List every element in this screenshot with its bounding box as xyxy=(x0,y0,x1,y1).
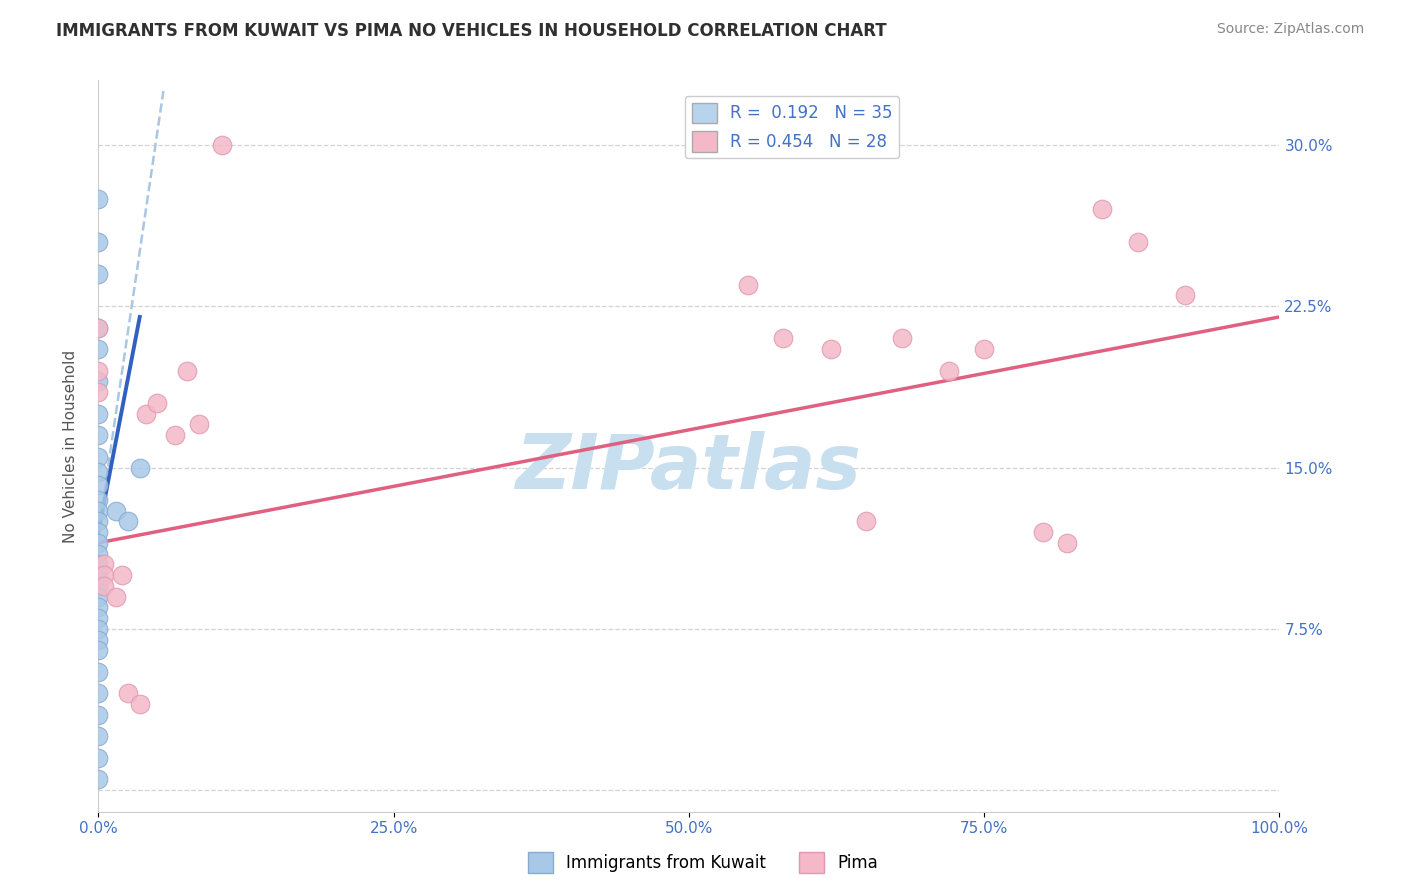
Point xyxy=(105,503,128,517)
Point xyxy=(111,568,134,582)
Point xyxy=(87,579,110,593)
Point xyxy=(855,514,877,528)
Point xyxy=(973,342,995,356)
Point xyxy=(737,277,759,292)
Point xyxy=(87,375,110,389)
Point xyxy=(87,342,110,356)
Point xyxy=(87,611,110,625)
Point xyxy=(87,492,110,507)
Point xyxy=(87,235,110,249)
Point xyxy=(93,579,115,593)
Point xyxy=(87,320,110,334)
Point xyxy=(87,524,110,539)
Point xyxy=(1056,536,1078,550)
Point xyxy=(87,665,110,679)
Point xyxy=(1091,202,1114,217)
Point xyxy=(87,622,110,636)
Point xyxy=(87,600,110,615)
Point xyxy=(87,536,110,550)
Point xyxy=(87,707,110,722)
Point xyxy=(87,730,110,744)
Text: Source: ZipAtlas.com: Source: ZipAtlas.com xyxy=(1216,22,1364,37)
Point xyxy=(128,460,150,475)
Point xyxy=(1032,524,1054,539)
Point xyxy=(117,686,139,700)
Point xyxy=(87,568,110,582)
Point xyxy=(87,364,110,378)
Point xyxy=(87,477,110,491)
Point xyxy=(87,503,110,517)
Point xyxy=(87,643,110,657)
Legend: R =  0.192   N = 35, R = 0.454   N = 28: R = 0.192 N = 35, R = 0.454 N = 28 xyxy=(685,96,898,158)
Point xyxy=(87,590,110,604)
Point xyxy=(87,192,110,206)
Point xyxy=(87,686,110,700)
Point xyxy=(87,632,110,647)
Point xyxy=(87,385,110,400)
Point xyxy=(87,751,110,765)
Point xyxy=(87,547,110,561)
Point xyxy=(890,331,912,345)
Point xyxy=(165,428,187,442)
Point xyxy=(187,417,209,432)
Point xyxy=(87,407,110,421)
Point xyxy=(105,590,128,604)
Y-axis label: No Vehicles in Household: No Vehicles in Household xyxy=(63,350,77,542)
Point xyxy=(87,514,110,528)
Point xyxy=(1174,288,1197,302)
Point xyxy=(820,342,842,356)
Point xyxy=(93,558,115,572)
Point xyxy=(176,364,198,378)
Text: ZIPatlas: ZIPatlas xyxy=(516,431,862,505)
Point xyxy=(87,428,110,442)
Point xyxy=(128,697,150,711)
Point xyxy=(146,396,169,410)
Point xyxy=(93,568,115,582)
Point xyxy=(938,364,960,378)
Point xyxy=(87,772,110,787)
Point xyxy=(87,320,110,334)
Point xyxy=(1126,235,1149,249)
Point xyxy=(87,450,110,464)
Point xyxy=(211,137,233,152)
Point xyxy=(87,465,110,479)
Point xyxy=(87,267,110,281)
Point xyxy=(772,331,794,345)
Point xyxy=(135,407,157,421)
Point xyxy=(87,558,110,572)
Legend: Immigrants from Kuwait, Pima: Immigrants from Kuwait, Pima xyxy=(522,846,884,880)
Point xyxy=(117,514,139,528)
Text: IMMIGRANTS FROM KUWAIT VS PIMA NO VEHICLES IN HOUSEHOLD CORRELATION CHART: IMMIGRANTS FROM KUWAIT VS PIMA NO VEHICL… xyxy=(56,22,887,40)
